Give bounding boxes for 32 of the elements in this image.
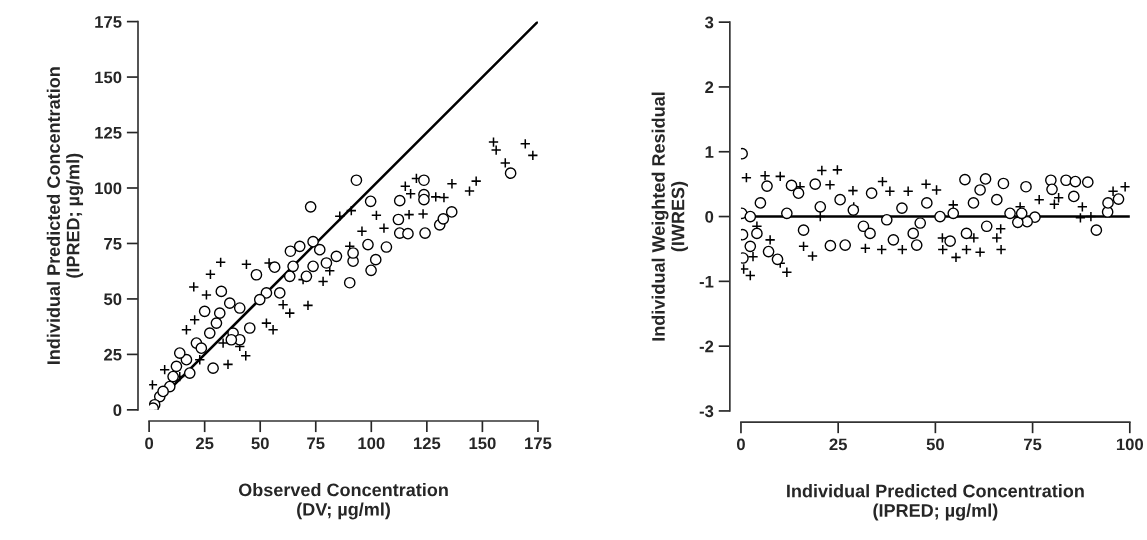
y-tick-label: 175 [95,16,122,28]
x-tick-label: 50 [251,437,269,450]
y-tick-label: -1 [699,275,714,288]
y-axis-title: Individual Predicted Concentration (IPRED; µg/ml) [46,67,84,364]
x-axis-title: Observed Concentration (DV; µg/ml) [238,483,448,520]
x-tick-label: 75 [1024,438,1042,451]
x-axis-title: Individual Predicted Concentration (IPRED; µg/ml) [787,484,1084,521]
y-tick-label: 25 [104,348,122,361]
y-tick-label: 0 [113,404,122,417]
x-tick-label: 75 [307,437,325,450]
y-tick-label: 50 [104,293,122,306]
x-tick-label: 25 [829,438,847,451]
x-tick-label: 0 [145,437,154,450]
x-tick-label: 150 [469,437,496,450]
x-tick-label: 25 [195,437,214,450]
y-tick-label: 75 [104,238,122,250]
x-tick-label: 100 [358,437,385,450]
y-tick-label: 125 [95,126,122,139]
y-tick-label: -3 [699,405,714,418]
y-tick-label: 0 [705,210,714,223]
x-tick-label: 100 [1116,438,1144,451]
x-tick-label: 0 [736,438,745,451]
y-axis-title: Individual Weighted Residual (IWRES) [651,92,688,341]
x-tick-label: 175 [525,437,552,450]
y-tick-label: 3 [704,16,714,29]
y-tick-label: 1 [705,146,714,158]
y-tick-label: 100 [95,182,122,195]
y-tick-label: 2 [705,81,714,93]
y-tick-label: -2 [699,340,714,353]
y-tick-label: 150 [95,71,122,84]
x-tick-label: 125 [413,437,441,450]
x-tick-label: 50 [926,438,944,451]
